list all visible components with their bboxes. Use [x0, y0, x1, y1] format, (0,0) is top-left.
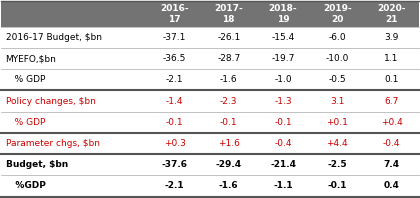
- Text: -29.4: -29.4: [216, 160, 242, 169]
- Text: -10.0: -10.0: [326, 54, 349, 63]
- Text: 2020-
21: 2020- 21: [377, 4, 406, 24]
- Text: -0.5: -0.5: [328, 75, 346, 84]
- Text: 6.7: 6.7: [384, 97, 399, 106]
- Text: 1.1: 1.1: [384, 54, 399, 63]
- Text: Policy changes, $bn: Policy changes, $bn: [5, 97, 95, 106]
- Text: -2.1: -2.1: [166, 75, 183, 84]
- Text: Parameter chgs, $bn: Parameter chgs, $bn: [5, 139, 100, 148]
- Text: -0.1: -0.1: [274, 118, 292, 127]
- Text: 0.4: 0.4: [383, 182, 399, 190]
- Text: -6.0: -6.0: [328, 33, 346, 42]
- Text: +0.4: +0.4: [381, 118, 402, 127]
- Text: 2019-
20: 2019- 20: [323, 4, 352, 24]
- Text: -1.0: -1.0: [274, 75, 292, 84]
- Text: +0.1: +0.1: [326, 118, 348, 127]
- Text: -0.1: -0.1: [328, 182, 347, 190]
- Text: % GDP: % GDP: [5, 118, 45, 127]
- Text: -37.1: -37.1: [163, 33, 186, 42]
- Text: -28.7: -28.7: [217, 54, 240, 63]
- Text: 2016-17 Budget, $bn: 2016-17 Budget, $bn: [5, 33, 102, 42]
- Text: Budget, $bn: Budget, $bn: [5, 160, 68, 169]
- Text: -26.1: -26.1: [217, 33, 240, 42]
- Text: -21.4: -21.4: [270, 160, 296, 169]
- Text: +0.3: +0.3: [164, 139, 186, 148]
- Text: -1.6: -1.6: [220, 75, 238, 84]
- Text: -2.1: -2.1: [165, 182, 184, 190]
- Text: % GDP: % GDP: [5, 75, 45, 84]
- Text: -15.4: -15.4: [271, 33, 295, 42]
- Text: -2.5: -2.5: [328, 160, 347, 169]
- Text: +4.4: +4.4: [326, 139, 348, 148]
- Text: -19.7: -19.7: [271, 54, 295, 63]
- Text: 3.9: 3.9: [384, 33, 399, 42]
- Text: 3.1: 3.1: [330, 97, 344, 106]
- Text: 2018-
19: 2018- 19: [269, 4, 297, 24]
- Text: 2016-
17: 2016- 17: [160, 4, 189, 24]
- Text: -0.4: -0.4: [383, 139, 400, 148]
- Text: -36.5: -36.5: [163, 54, 186, 63]
- Text: -0.1: -0.1: [166, 118, 184, 127]
- Bar: [1, 1, 419, 27]
- Text: -0.4: -0.4: [274, 139, 292, 148]
- Text: %GDP: %GDP: [5, 182, 45, 190]
- Text: 7.4: 7.4: [383, 160, 399, 169]
- Text: MYEFO,$bn: MYEFO,$bn: [5, 54, 56, 63]
- Text: 2017-
18: 2017- 18: [214, 4, 243, 24]
- Text: -0.1: -0.1: [220, 118, 238, 127]
- Text: +1.6: +1.6: [218, 139, 240, 148]
- Text: -1.6: -1.6: [219, 182, 239, 190]
- Text: -1.4: -1.4: [166, 97, 183, 106]
- Text: -2.3: -2.3: [220, 97, 238, 106]
- Text: -37.6: -37.6: [162, 160, 188, 169]
- Text: -1.1: -1.1: [273, 182, 293, 190]
- Text: 0.1: 0.1: [384, 75, 399, 84]
- Text: -1.3: -1.3: [274, 97, 292, 106]
